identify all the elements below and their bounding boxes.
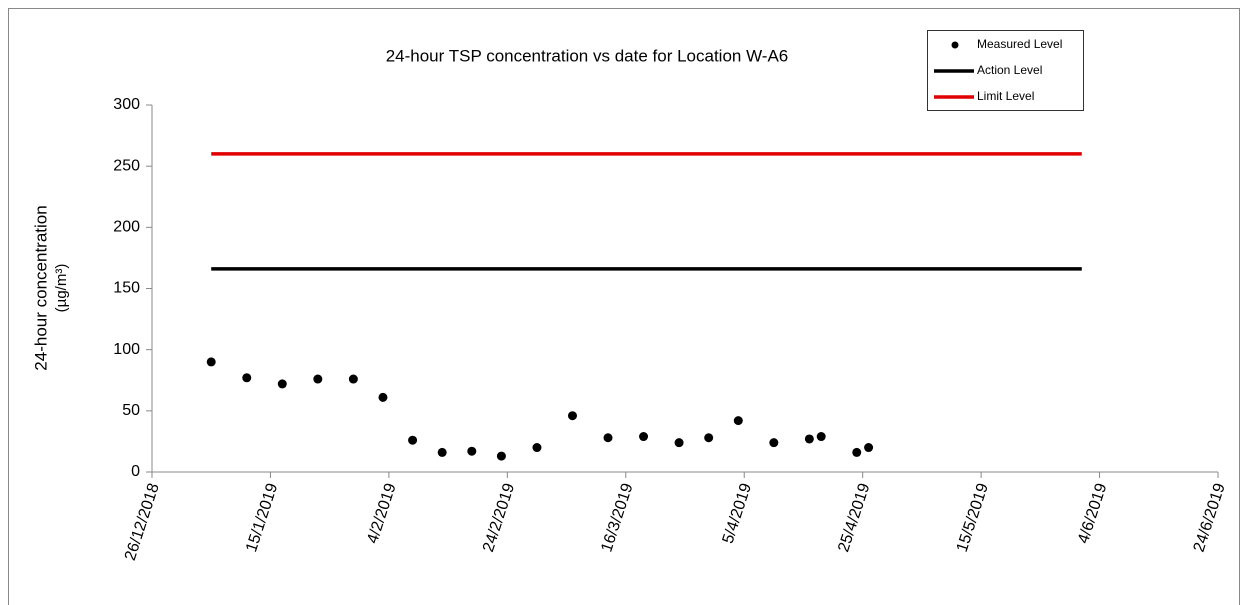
x-tick-label: 15/1/2019 [243,481,281,554]
data-point [804,434,814,444]
chart-border [8,8,1240,605]
legend-label: Action Level [977,63,1042,77]
x-tick-label: 16/3/2019 [598,481,636,554]
data-point [408,435,418,445]
data-point [733,416,743,426]
x-tick-label: 25/4/2019 [835,481,873,554]
data-point [496,451,506,461]
data-point [864,443,874,453]
y-axis-label: (µg/m³) [53,264,70,313]
data-point [348,374,358,384]
x-tick-label: 15/5/2019 [954,481,992,554]
legend-label: Limit Level [977,89,1034,103]
data-point [313,374,323,384]
y-tick-label: 150 [113,280,140,297]
y-tick-label: 0 [131,463,140,480]
y-tick-label: 250 [113,157,140,174]
x-tick-label: 24/6/2019 [1191,481,1229,554]
data-point [378,392,388,402]
chart-title: 24-hour TSP concentration vs date for Lo… [386,46,789,65]
x-tick-label: 26/12/2018 [122,481,163,563]
data-point [206,357,216,367]
y-tick-label: 200 [113,219,140,236]
data-point [852,447,862,457]
legend-label: Measured Level [977,37,1062,51]
y-tick-label: 300 [113,96,140,113]
x-tick-label: 4/2/2019 [364,481,399,546]
data-point [242,373,252,383]
data-point [769,438,779,448]
x-tick-label: 5/4/2019 [720,481,755,546]
data-point [567,411,577,421]
y-axis-label: 24-hour concentration [31,205,50,370]
data-point [277,379,287,389]
data-point [704,433,714,443]
legend-marker [951,41,959,49]
data-point [532,443,542,453]
data-point [603,433,613,443]
data-point [816,432,826,442]
x-tick-label: 24/2/2019 [480,481,518,554]
data-point [674,438,684,448]
y-tick-label: 100 [113,341,140,358]
data-point [437,447,447,457]
data-point [467,446,477,456]
data-point [639,432,649,442]
y-tick-label: 50 [122,402,140,419]
x-tick-label: 4/6/2019 [1075,481,1110,546]
